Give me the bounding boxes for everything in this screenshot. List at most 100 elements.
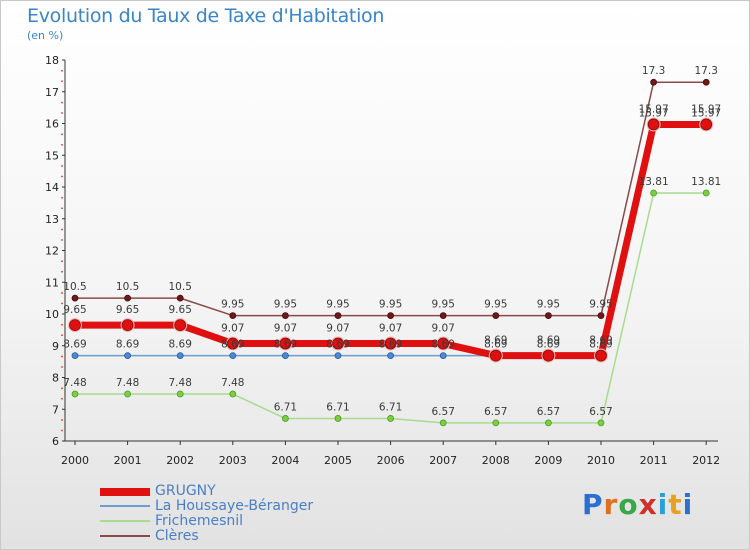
- legend-label-frichemesnil: Frichemesnil: [155, 513, 244, 529]
- data-label-la-houssaye-beranger: 8.69: [379, 339, 402, 351]
- data-point-frichemesnil: [229, 390, 237, 398]
- data-label-grugny: 15.97: [691, 103, 721, 115]
- y-minor-dot: [61, 165, 63, 167]
- data-point-la-houssaye-beranger: [124, 352, 131, 359]
- y-minor-dot: [61, 175, 63, 178]
- y-minor-dot: [61, 355, 63, 358]
- data-label-la-houssaye-beranger: 8.69: [326, 339, 349, 351]
- y-tick-label: 14: [45, 181, 59, 194]
- y-minor-dot: [61, 101, 63, 104]
- legend-label-grugny: GRUGNY: [155, 483, 216, 499]
- x-tick-label: 2009: [534, 454, 562, 467]
- data-point-frichemesnil: [281, 415, 289, 422]
- y-minor-dot: [61, 133, 63, 136]
- y-minor-dot: [61, 302, 63, 305]
- data-label-frichemesnil: 6.71: [379, 401, 402, 413]
- data-point-cleres: [439, 312, 447, 319]
- data-label-grugny: 8.69: [484, 335, 507, 347]
- legend-swatch-la-houssaye-beranger: [100, 505, 150, 507]
- data-point-frichemesnil: [439, 419, 447, 427]
- x-tick-label: 2008: [482, 454, 510, 467]
- y-tick-label: 17: [45, 86, 59, 99]
- data-label-grugny: 15.97: [639, 103, 669, 115]
- data-label-frichemesnil: 13.81: [639, 176, 669, 188]
- data-label-cleres: 9.95: [274, 299, 297, 311]
- data-label-cleres: 17.3: [695, 65, 718, 77]
- data-point-la-houssaye-beranger: [387, 352, 395, 359]
- data-point-grugny: [384, 337, 397, 350]
- y-tick-label: 18: [45, 54, 59, 67]
- data-point-grugny: [332, 337, 344, 350]
- data-point-frichemesnil: [71, 390, 79, 398]
- x-tick-label: 2012: [692, 454, 720, 467]
- data-point-frichemesnil: [492, 419, 500, 427]
- data-point-frichemesnil: [545, 419, 552, 427]
- data-label-la-houssaye-beranger: 8.69: [116, 339, 139, 351]
- x-tick-label: 2005: [324, 454, 352, 467]
- legend-swatch-frichemesnil: [100, 520, 150, 522]
- logo-letter: t: [668, 488, 683, 521]
- data-point-frichemesnil: [124, 390, 131, 398]
- y-tick-label: 12: [45, 245, 59, 258]
- y-tick-label: 7: [52, 403, 59, 416]
- data-point-cleres: [229, 312, 237, 319]
- y-minor-dot: [61, 397, 63, 400]
- data-label-grugny: 9.07: [221, 323, 244, 335]
- y-tick-label: 11: [45, 276, 59, 289]
- y-minor-dot: [61, 196, 63, 199]
- data-label-cleres: 10.5: [116, 281, 139, 293]
- data-label-la-houssaye-beranger: 8.69: [537, 339, 560, 351]
- unit-label: (en %): [27, 29, 64, 42]
- data-point-cleres: [702, 78, 710, 86]
- data-label-frichemesnil: 6.57: [484, 406, 507, 418]
- data-label-cleres: 9.95: [379, 299, 402, 311]
- data-label-grugny: 9.65: [116, 304, 139, 316]
- x-tick-label: 2002: [166, 454, 194, 467]
- y-minor-dot: [61, 419, 63, 421]
- y-minor-dot: [61, 143, 63, 146]
- data-label-frichemesnil: 6.57: [432, 406, 455, 418]
- y-minor-dot: [61, 80, 63, 83]
- data-label-grugny: 8.69: [537, 335, 560, 347]
- data-label-la-houssaye-beranger: 8.69: [63, 339, 86, 351]
- data-point-grugny: [437, 337, 450, 350]
- data-label-grugny: 8.69: [589, 335, 612, 347]
- data-label-grugny: 9.07: [379, 323, 402, 335]
- y-minor-dot: [61, 270, 63, 273]
- data-label-cleres: 9.95: [326, 299, 349, 311]
- data-label-frichemesnil: 13.81: [691, 176, 721, 188]
- legend-label-la-houssaye-beranger: La Houssaye-Béranger: [155, 498, 314, 514]
- data-point-grugny: [121, 319, 134, 332]
- proxiti-logo: Proxiti: [582, 488, 693, 521]
- data-label-cleres: 9.95: [432, 299, 455, 311]
- y-tick-label: 15: [45, 149, 59, 162]
- data-label-cleres: 10.5: [63, 281, 86, 293]
- chart-title: Evolution du Taux de Taxe d'Habitation: [27, 5, 385, 27]
- y-minor-dot: [61, 366, 63, 368]
- logo-letter: P: [582, 488, 604, 521]
- y-minor-dot: [61, 260, 63, 263]
- x-tick-label: 2003: [219, 454, 247, 467]
- data-point-grugny: [595, 349, 607, 362]
- data-point-frichemesnil: [334, 415, 342, 422]
- x-tick-label: 2006: [377, 454, 405, 467]
- data-point-frichemesnil: [650, 189, 657, 197]
- y-tick-label: 9: [52, 340, 59, 353]
- data-point-la-houssaye-beranger: [176, 352, 184, 359]
- data-label-cleres: 10.5: [169, 281, 192, 293]
- data-point-cleres: [281, 312, 289, 319]
- data-label-frichemesnil: 6.71: [274, 401, 297, 413]
- data-label-la-houssaye-beranger: 15.97: [691, 107, 721, 119]
- series-line-grugny: [71, 120, 710, 360]
- x-tick-label: 2004: [271, 454, 299, 467]
- data-label-grugny: 9.07: [432, 323, 455, 335]
- data-label-cleres: 17.3: [642, 65, 665, 77]
- data-label-cleres: 9.95: [484, 299, 507, 311]
- data-label-la-houssaye-beranger: 15.97: [639, 107, 669, 119]
- y-tick-label: 6: [52, 435, 59, 448]
- data-point-la-houssaye-beranger: [229, 352, 237, 359]
- data-point-cleres: [124, 294, 131, 302]
- data-label-cleres: 9.95: [537, 299, 560, 311]
